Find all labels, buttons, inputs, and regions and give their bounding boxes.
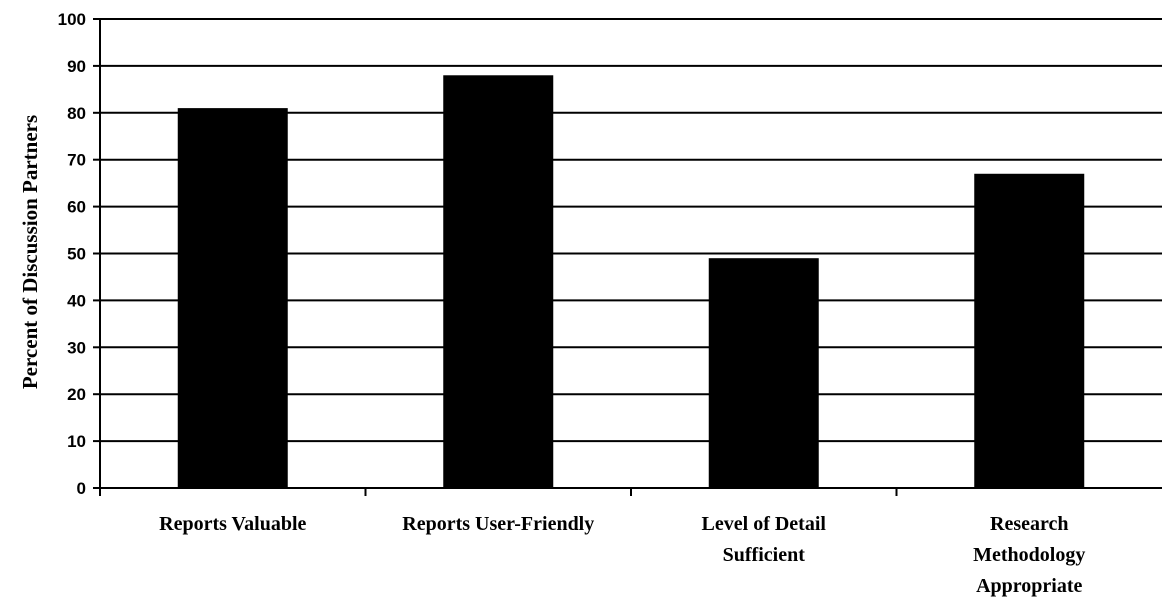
bar	[177, 108, 288, 489]
x-category-label: Appropriate	[976, 575, 1082, 597]
y-tick-label: 70	[67, 151, 86, 170]
bar	[708, 258, 819, 488]
bar	[974, 173, 1085, 488]
y-tick-label: 90	[67, 57, 86, 76]
bars	[177, 75, 1085, 489]
x-category-label: Level of Detail	[702, 513, 827, 535]
y-tick-label: 40	[67, 291, 86, 310]
x-category-label: Reports User-Friendly	[402, 513, 594, 535]
y-tick-label: 20	[67, 385, 86, 404]
x-category-labels: Reports Valuable Reports User-Friendly Lev…	[159, 513, 1085, 597]
y-tick-label: 10	[67, 432, 86, 451]
x-category-label: Reports Valuable	[159, 513, 306, 535]
x-category-label: Research	[990, 513, 1069, 535]
x-category-label: Methodology	[973, 544, 1085, 566]
x-category-label: Sufficient	[723, 544, 806, 566]
y-tick-label: 100	[58, 10, 86, 29]
y-tick-label: 30	[67, 338, 86, 357]
y-axis-title: Percent of Discussion Partners	[18, 115, 42, 389]
axes	[93, 18, 1162, 496]
y-tick-label: 50	[67, 245, 86, 264]
y-tick-labels: 0 10 20 30 40 50 60 70 80 90 100	[58, 10, 86, 498]
bar	[443, 75, 554, 488]
y-tick-label: 60	[67, 198, 86, 217]
y-tick-label: 80	[67, 104, 86, 123]
y-tick-label: 0	[77, 479, 86, 498]
